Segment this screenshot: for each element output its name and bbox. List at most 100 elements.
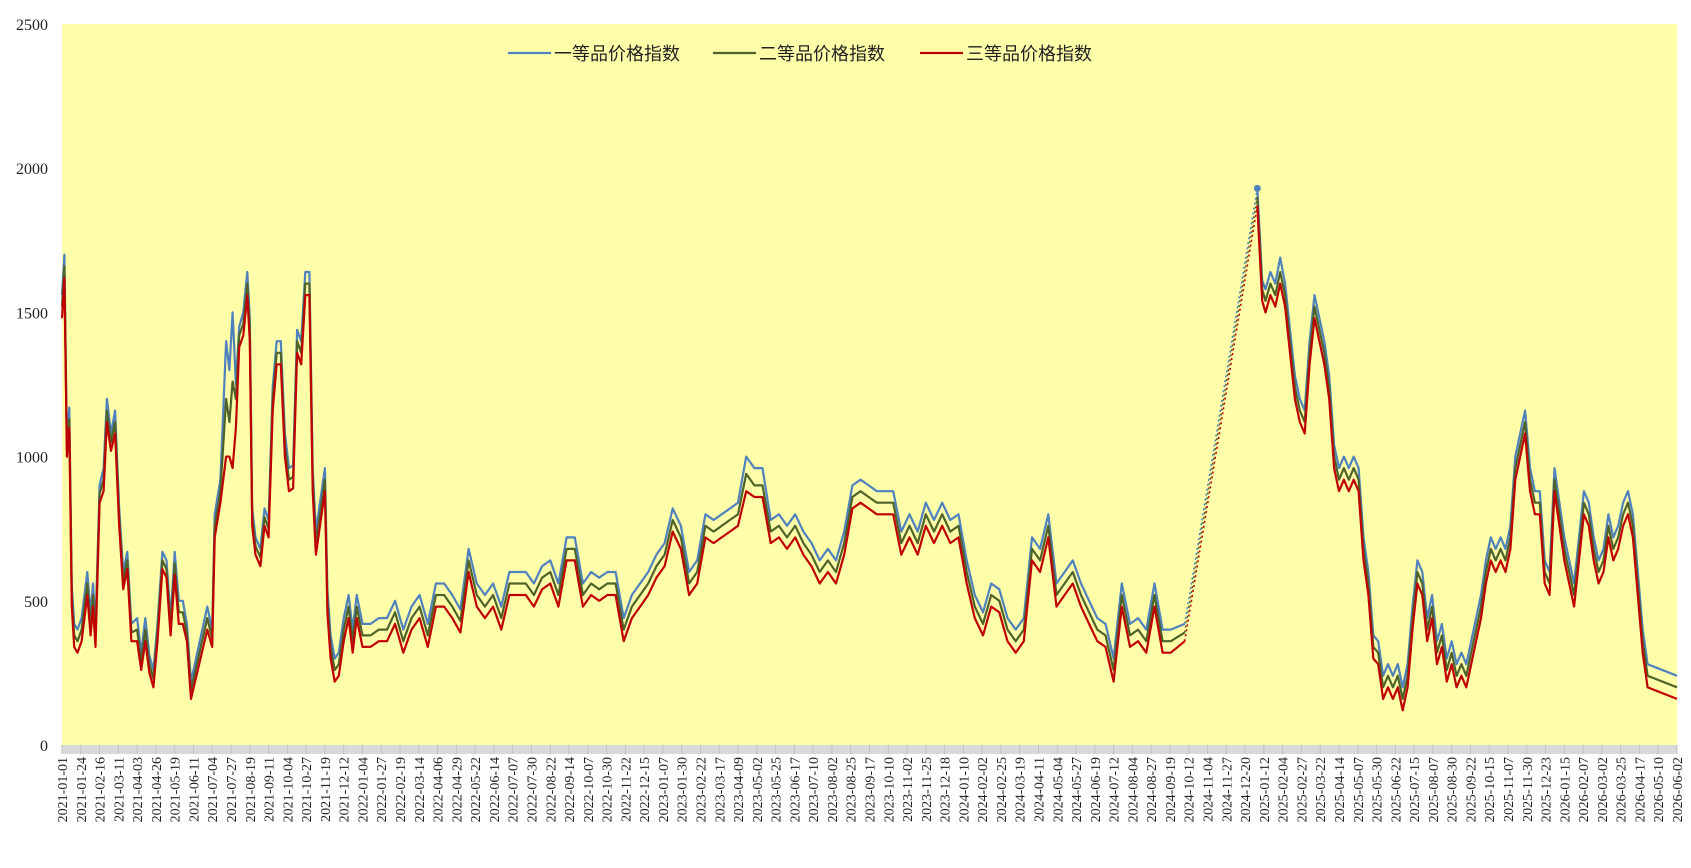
x-tick-label: 2025-08-07 [1427,757,1442,822]
x-tick-label: 2023-04-09 [732,757,747,822]
x-tick-label: 2021-06-11 [187,757,202,822]
series-line-1-continued [1256,188,1678,689]
x-tick-label: 2023-01-30 [676,757,691,822]
x-tick-label: 2024-08-27 [1145,757,1160,822]
x-tick-label: 2022-01-04 [356,757,371,822]
x-tick-label: 2025-02-27 [1295,757,1310,822]
x-tick-label: 2025-08-30 [1446,757,1461,822]
x-tick-label: 2025-06-22 [1389,757,1404,822]
x-tick-label: 2025-10-15 [1483,757,1498,822]
x-tick-label: 2021-01-01 [56,757,71,822]
x-tick-label: 2022-08-22 [544,757,559,822]
x-tick-label: 2021-04-03 [131,757,146,822]
x-tick-label: 2022-02-19 [394,757,409,822]
series-layer [60,184,1678,712]
peak-marker [1253,184,1261,192]
x-tick-label: 2021-08-19 [244,757,259,822]
y-tick-label: 0 [40,738,48,755]
x-tick-label: 2023-05-25 [770,757,785,822]
x-tick-label: 2025-05-07 [1352,757,1367,822]
x-tick-label: 2024-11-04 [1202,757,1217,822]
x-tick-label: 2024-12-20 [1239,757,1254,822]
series-gap-1 [1183,188,1259,625]
x-tick-label: 2023-06-17 [788,757,803,822]
x-tick-label: 2024-10-12 [1183,757,1198,822]
x-tick-label: 2023-08-25 [845,757,860,822]
x-tick-label: 2025-09-22 [1464,757,1479,822]
x-tick-label: 2025-12-23 [1540,757,1555,822]
y-tick-label: 1000 [16,450,48,467]
x-tick-label: 2022-10-07 [582,757,597,822]
series-gap-2 [1183,196,1259,633]
x-tick-label: 2021-07-27 [225,757,240,822]
legend-label: 一等品价格指数 [554,44,680,64]
x-tick-label: 2022-06-14 [488,757,503,822]
y-tick-label: 1500 [16,305,48,322]
x-tick-label: 2022-11-22 [619,757,634,822]
series-line-2-continued [1256,196,1678,701]
x-tick-label: 2024-05-27 [1070,757,1085,822]
x-tick-label: 2023-11-02 [901,757,916,822]
y-axis: 0 500 1000 1500 2000 2500 [16,17,48,755]
x-tick-label: 2024-03-19 [1014,757,1029,822]
x-tick-label: 2024-02-02 [976,757,991,822]
legend-label: 三等品价格指数 [966,44,1092,64]
x-tick-label: 2022-12-15 [638,757,653,822]
x-tick-label: 2021-12-12 [338,757,353,822]
legend-label: 二等品价格指数 [759,44,885,64]
x-tick-label: 2026-03-02 [1596,757,1611,822]
x-tick-label: 2024-08-04 [1126,757,1141,822]
x-tick-label: 2024-01-10 [957,757,972,822]
x-tick-label: 2025-11-07 [1502,757,1517,822]
x-tick-label: 2022-04-29 [450,757,465,822]
x-tick-label: 2021-10-04 [281,757,296,822]
series-line-3-continued [1256,205,1678,712]
x-tick-label: 2022-04-06 [432,757,447,822]
x-tick-label: 2024-11-27 [1220,757,1235,822]
x-tick-label: 2022-07-07 [507,757,522,822]
x-tick-label: 2025-05-30 [1371,757,1386,822]
x-tick-label: 2025-04-14 [1333,757,1348,822]
x-tick-label: 2025-03-22 [1314,757,1329,822]
x-tick-label: 2026-06-02 [1671,757,1686,822]
x-tick-label: 2024-04-11 [1033,757,1048,822]
plot-area [62,24,1677,745]
x-tick-label: 2023-09-17 [864,757,879,822]
x-tick-label: 2024-05-04 [1051,757,1066,822]
x-tick-label: 2022-09-14 [563,757,578,822]
series-line-3 [60,276,1186,701]
x-tick-label: 2023-05-02 [751,757,766,822]
x-tick-label: 2026-02-07 [1577,757,1592,822]
x-tick-label: 2023-02-22 [694,757,709,822]
legend: 一等品价格指数 二等品价格指数 三等品价格指数 [508,44,1092,64]
x-tick-label: 2023-12-18 [939,757,954,822]
x-tick-label: 2021-03-11 [112,757,127,822]
x-tick-label: 2021-04-26 [150,757,165,822]
x-tick-label: 2022-01-27 [375,757,390,822]
x-tick-label: 2026-04-17 [1633,757,1648,822]
y-tick-label: 500 [24,594,48,611]
x-tick-label: 2021-01-24 [75,757,90,822]
x-tick-label: 2023-08-02 [826,757,841,822]
x-tick-label: 2023-10-10 [882,757,897,822]
x-tick-label: 2021-10-27 [300,757,315,822]
y-tick-label: 2000 [16,161,48,178]
x-tick-label: 2021-09-11 [263,757,278,822]
x-tick-label: 2022-03-14 [413,757,428,822]
x-tick-label: 2024-02-25 [995,757,1010,822]
x-tick-label: 2025-07-15 [1408,757,1423,822]
x-axis: 2021-01-01 2021-01-24 2021-02-16 2021-03-11… [56,745,1686,822]
x-tick-label: 2021-05-19 [169,757,184,822]
x-tick-label: 2026-01-15 [1558,757,1573,822]
x-tick-label: 2023-07-10 [807,757,822,822]
x-tick-label: 2025-11-30 [1521,757,1536,822]
x-tick-label: 2023-01-07 [657,757,672,822]
x-tick-label: 2022-07-30 [525,757,540,822]
x-tick-label: 2025-02-04 [1277,757,1292,822]
x-tick-label: 2024-07-12 [1108,757,1123,822]
x-tick-label: 2024-06-19 [1089,757,1104,822]
x-tick-label: 2024-09-19 [1164,757,1179,822]
x-tick-label: 2023-11-25 [920,757,935,822]
